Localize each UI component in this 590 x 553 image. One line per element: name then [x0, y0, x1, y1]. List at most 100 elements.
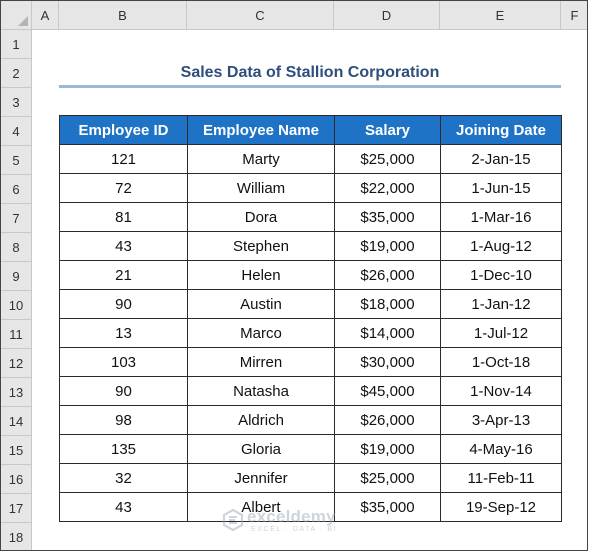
- row-header-3[interactable]: 3: [1, 88, 32, 117]
- row-header-5[interactable]: 5: [1, 146, 32, 175]
- joining-date-cell[interactable]: 1-Oct-18: [440, 347, 562, 377]
- employee-name-cell[interactable]: Austin: [187, 289, 335, 319]
- table-header-row: Employee ID Employee Name Salary Joining…: [59, 115, 562, 145]
- employee-name-cell[interactable]: Aldrich: [187, 405, 335, 435]
- sales-data-table: Employee ID Employee Name Salary Joining…: [59, 115, 562, 522]
- employee-id-cell[interactable]: 135: [59, 434, 188, 464]
- title-underline: [59, 85, 561, 88]
- salary-cell[interactable]: $45,000: [334, 376, 441, 406]
- employee-name-cell[interactable]: Dora: [187, 202, 335, 232]
- column-header-e[interactable]: E: [440, 1, 561, 30]
- employee-name-cell[interactable]: Marty: [187, 144, 335, 174]
- row-header-9[interactable]: 9: [1, 262, 32, 291]
- salary-cell[interactable]: $35,000: [334, 492, 441, 522]
- column-header-a[interactable]: A: [32, 1, 59, 30]
- joining-date-cell[interactable]: 19-Sep-12: [440, 492, 562, 522]
- joining-date-cell[interactable]: 1-Mar-16: [440, 202, 562, 232]
- select-all-triangle-icon: [18, 16, 28, 26]
- row-header-13[interactable]: 13: [1, 378, 32, 407]
- row-header-1[interactable]: 1: [1, 30, 32, 59]
- table-row: 81 Dora $35,000 1-Mar-16: [59, 202, 562, 232]
- table-row: 90 Austin $18,000 1-Jan-12: [59, 289, 562, 319]
- joining-date-cell[interactable]: 1-Jun-15: [440, 173, 562, 203]
- joining-date-cell[interactable]: 1-Dec-10: [440, 260, 562, 290]
- salary-cell[interactable]: $14,000: [334, 318, 441, 348]
- employee-id-cell[interactable]: 121: [59, 144, 188, 174]
- row-header-16[interactable]: 16: [1, 465, 32, 494]
- employee-name-cell[interactable]: William: [187, 173, 335, 203]
- joining-date-cell[interactable]: 11-Feb-11: [440, 463, 562, 493]
- row-header-12[interactable]: 12: [1, 349, 32, 378]
- row-header-11[interactable]: 11: [1, 320, 32, 349]
- joining-date-cell[interactable]: 3-Apr-13: [440, 405, 562, 435]
- salary-cell[interactable]: $26,000: [334, 260, 441, 290]
- employee-name-cell[interactable]: Stephen: [187, 231, 335, 261]
- salary-cell[interactable]: $18,000: [334, 289, 441, 319]
- column-header-c[interactable]: C: [187, 1, 334, 30]
- employee-id-cell[interactable]: 81: [59, 202, 188, 232]
- column-header-b[interactable]: B: [59, 1, 187, 30]
- row-header-10[interactable]: 10: [1, 291, 32, 320]
- employee-name-cell[interactable]: Jennifer: [187, 463, 335, 493]
- column-header-d[interactable]: D: [334, 1, 440, 30]
- sheet-title[interactable]: Sales Data of Stallion Corporation: [180, 64, 440, 81]
- select-all-button[interactable]: [1, 1, 32, 30]
- joining-date-cell[interactable]: 2-Jan-15: [440, 144, 562, 174]
- column-header-f[interactable]: F: [561, 1, 587, 30]
- salary-cell[interactable]: $19,000: [334, 231, 441, 261]
- row-header-4[interactable]: 4: [1, 117, 32, 146]
- salary-cell[interactable]: $19,000: [334, 434, 441, 464]
- employee-id-cell[interactable]: 90: [59, 289, 188, 319]
- employee-id-cell[interactable]: 90: [59, 376, 188, 406]
- row-header-17[interactable]: 17: [1, 494, 32, 523]
- employee-id-cell[interactable]: 13: [59, 318, 188, 348]
- header-salary[interactable]: Salary: [334, 115, 441, 145]
- table-row: 103 Mirren $30,000 1-Oct-18: [59, 347, 562, 377]
- watermark-tagline: EXCEL · DATA · BI: [251, 526, 338, 533]
- salary-cell[interactable]: $22,000: [334, 173, 441, 203]
- header-employee-id[interactable]: Employee ID: [59, 115, 188, 145]
- salary-cell[interactable]: $25,000: [334, 463, 441, 493]
- employee-name-cell[interactable]: Albert: [187, 492, 335, 522]
- table-row: 72 William $22,000 1-Jun-15: [59, 173, 562, 203]
- table-row: 135 Gloria $19,000 4-May-16: [59, 434, 562, 464]
- employee-id-cell[interactable]: 98: [59, 405, 188, 435]
- table-row: 121 Marty $25,000 2-Jan-15: [59, 144, 562, 174]
- employee-name-cell[interactable]: Natasha: [187, 376, 335, 406]
- header-joining-date[interactable]: Joining Date: [440, 115, 562, 145]
- joining-date-cell[interactable]: 1-Nov-14: [440, 376, 562, 406]
- row-header-15[interactable]: 15: [1, 436, 32, 465]
- table-row: 90 Natasha $45,000 1-Nov-14: [59, 376, 562, 406]
- row-header-6[interactable]: 6: [1, 175, 32, 204]
- header-employee-name[interactable]: Employee Name: [187, 115, 335, 145]
- row-header-18[interactable]: 18: [1, 523, 32, 550]
- row-header-8[interactable]: 8: [1, 233, 32, 262]
- row-header-2[interactable]: 2: [1, 59, 32, 88]
- employee-id-cell[interactable]: 43: [59, 231, 188, 261]
- employee-id-cell[interactable]: 21: [59, 260, 188, 290]
- joining-date-cell[interactable]: 1-Jul-12: [440, 318, 562, 348]
- salary-cell[interactable]: $35,000: [334, 202, 441, 232]
- employee-id-cell[interactable]: 72: [59, 173, 188, 203]
- employee-id-cell[interactable]: 103: [59, 347, 188, 377]
- employee-name-cell[interactable]: Helen: [187, 260, 335, 290]
- joining-date-cell[interactable]: 1-Jan-12: [440, 289, 562, 319]
- employee-id-cell[interactable]: 32: [59, 463, 188, 493]
- joining-date-cell[interactable]: 1-Aug-12: [440, 231, 562, 261]
- salary-cell[interactable]: $30,000: [334, 347, 441, 377]
- row-header-14[interactable]: 14: [1, 407, 32, 436]
- salary-cell[interactable]: $26,000: [334, 405, 441, 435]
- table-row: 43 Albert $35,000 19-Sep-12: [59, 492, 562, 522]
- table-row: 13 Marco $14,000 1-Jul-12: [59, 318, 562, 348]
- employee-id-cell[interactable]: 43: [59, 492, 188, 522]
- table-body: 121 Marty $25,000 2-Jan-15 72 William $22,000 1…: [59, 144, 562, 522]
- employee-name-cell[interactable]: Gloria: [187, 434, 335, 464]
- employee-name-cell[interactable]: Marco: [187, 318, 335, 348]
- row-header-7[interactable]: 7: [1, 204, 32, 233]
- table-row: 98 Aldrich $26,000 3-Apr-13: [59, 405, 562, 435]
- table-row: 21 Helen $26,000 1-Dec-10: [59, 260, 562, 290]
- joining-date-cell[interactable]: 4-May-16: [440, 434, 562, 464]
- salary-cell[interactable]: $25,000: [334, 144, 441, 174]
- employee-name-cell[interactable]: Mirren: [187, 347, 335, 377]
